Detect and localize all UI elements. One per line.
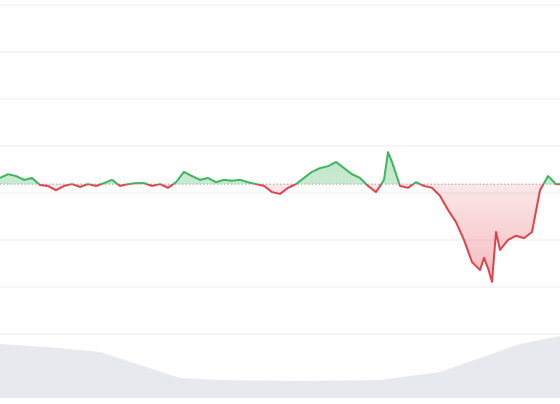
area-fill-down	[38, 184, 544, 282]
price-line-down	[37, 184, 560, 283]
volume-area	[0, 336, 560, 398]
